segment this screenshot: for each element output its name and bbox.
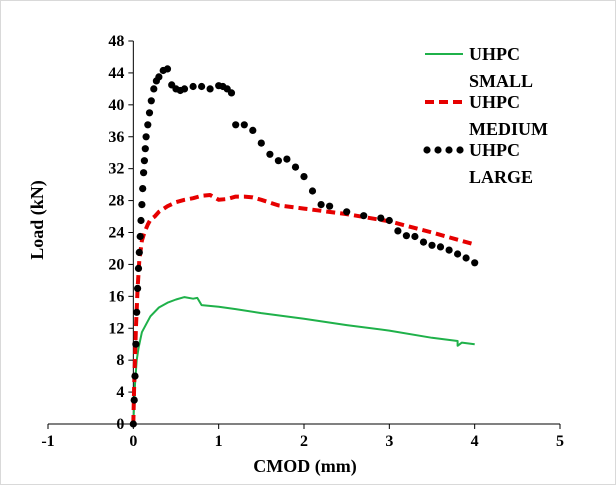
data-point — [137, 216, 145, 225]
x-tick-label: 1 — [215, 433, 223, 450]
data-point — [377, 214, 385, 222]
data-point — [141, 145, 149, 153]
legend-swatch-dot — [434, 146, 442, 154]
data-point — [134, 284, 142, 292]
legend-swatch-dot — [456, 146, 464, 154]
x-axis-title: CMOD (mm) — [253, 456, 356, 477]
y-tick-label: 4 — [116, 384, 124, 401]
legend-label-line2: SMALL — [469, 71, 533, 91]
y-tick-label: 20 — [108, 256, 124, 273]
y-tick-label: 32 — [108, 161, 124, 178]
x-tick-label: 0 — [129, 433, 137, 450]
data-point — [134, 264, 143, 272]
legend-label-line1: UHPC — [469, 44, 520, 64]
data-point — [436, 243, 445, 251]
data-point — [266, 150, 274, 158]
data-point — [462, 254, 470, 262]
data-point — [428, 241, 436, 249]
y-tick-label: 28 — [108, 193, 124, 210]
legend-label-line2: MEDIUM — [469, 119, 548, 139]
data-point — [136, 232, 144, 241]
legend-entry: UHPC LARGE — [423, 140, 533, 187]
data-point — [283, 155, 291, 163]
legend-label-line1: UHPC — [469, 140, 520, 160]
y-tick-label: 16 — [108, 288, 124, 305]
data-point — [326, 202, 334, 210]
data-point — [249, 126, 257, 134]
y-tick-label: 40 — [108, 97, 124, 114]
data-point — [198, 82, 206, 91]
data-point — [189, 82, 197, 91]
x-tick-label: 4 — [471, 433, 479, 450]
x-tick-label: 5 — [556, 433, 564, 450]
data-point — [300, 173, 308, 181]
data-point — [291, 163, 300, 171]
legend-label-line2: LARGE — [469, 167, 533, 187]
y-axis-title: Load (kN) — [27, 180, 48, 260]
data-point — [129, 420, 137, 428]
data-point — [308, 187, 317, 195]
legend-label-line1: UHPC — [469, 92, 520, 112]
data-point — [317, 201, 325, 209]
data-point — [145, 109, 154, 117]
series-layer — [129, 65, 479, 428]
data-point — [133, 308, 141, 316]
x-tick-label: 2 — [300, 433, 308, 450]
series-uhpc-small — [132, 296, 475, 425]
data-point — [142, 133, 150, 141]
data-point — [385, 216, 393, 225]
data-point — [131, 372, 139, 380]
legend-swatch-dot — [423, 146, 431, 154]
series-uhpc-medium — [131, 193, 476, 425]
y-tick-label: 44 — [108, 65, 124, 82]
y-tick-label: 48 — [108, 33, 124, 50]
data-point — [206, 85, 214, 93]
data-point — [135, 248, 143, 256]
data-point — [139, 185, 147, 193]
data-point — [360, 212, 368, 220]
data-point — [227, 89, 236, 97]
series-line — [131, 193, 476, 425]
data-point — [140, 169, 148, 177]
data-point — [343, 208, 351, 216]
y-tick-label: 8 — [116, 352, 124, 369]
data-point — [394, 227, 402, 235]
data-point — [138, 201, 146, 209]
y-tick-label: 0 — [116, 416, 124, 433]
data-point — [471, 259, 479, 267]
data-point — [402, 232, 410, 240]
y-tick-label: 12 — [108, 320, 124, 337]
data-point — [274, 157, 282, 165]
data-point — [180, 85, 189, 93]
legend-swatch-dot — [445, 146, 453, 154]
legend-entry: UHPC SMALL — [425, 44, 533, 91]
data-point — [144, 121, 152, 129]
legend-entry: UHPC MEDIUM — [425, 92, 548, 139]
data-point — [140, 157, 148, 165]
data-point — [240, 121, 248, 129]
series-uhpc-large — [129, 65, 479, 428]
x-tick-label: -1 — [41, 433, 54, 450]
data-point — [150, 85, 158, 93]
data-point — [130, 396, 138, 404]
x-tick-label: 3 — [385, 433, 393, 450]
y-tick-label: 24 — [108, 225, 124, 242]
data-point — [163, 65, 172, 73]
data-point — [419, 238, 428, 246]
data-point — [411, 232, 419, 241]
data-point — [445, 246, 453, 254]
data-point — [132, 340, 140, 348]
data-point — [257, 139, 265, 147]
data-point — [232, 121, 240, 129]
data-point — [155, 73, 163, 81]
series-line — [132, 296, 475, 425]
y-tick-label: 36 — [108, 129, 124, 146]
data-point — [147, 97, 155, 105]
data-point — [454, 250, 462, 258]
